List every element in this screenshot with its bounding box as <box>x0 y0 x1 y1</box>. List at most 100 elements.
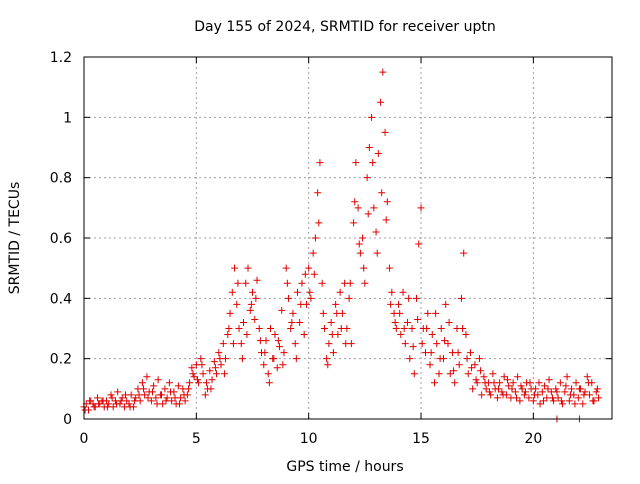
data-point <box>238 355 246 363</box>
data-point <box>266 325 274 332</box>
data-point <box>532 385 540 393</box>
data-point <box>306 288 314 296</box>
data-point <box>154 376 162 384</box>
data-point <box>575 385 583 393</box>
data-point <box>472 376 480 384</box>
data-point <box>486 388 494 396</box>
data-point <box>379 68 387 76</box>
data-point <box>356 249 364 257</box>
data-point <box>345 294 353 302</box>
data-point <box>271 331 279 339</box>
data-point <box>535 379 543 387</box>
data-point <box>401 340 409 348</box>
data-point <box>226 309 234 317</box>
data-point <box>395 300 403 308</box>
data-point <box>499 391 507 399</box>
data-point <box>460 249 468 257</box>
data-point <box>93 394 101 402</box>
data-point <box>228 288 236 296</box>
data-point <box>595 394 603 402</box>
data-point <box>346 279 354 287</box>
data-point <box>381 128 389 136</box>
data-point <box>459 325 467 332</box>
data-point <box>363 174 371 182</box>
data-point <box>81 406 89 414</box>
data-point <box>374 150 382 158</box>
data-point <box>377 98 385 106</box>
data-point <box>147 397 155 405</box>
data-point <box>301 270 309 278</box>
data-point <box>468 364 476 372</box>
x-tick-label: 10 <box>300 431 318 447</box>
data-point <box>328 331 336 339</box>
data-point <box>231 264 239 272</box>
data-point <box>197 355 205 363</box>
data-point <box>581 388 589 396</box>
data-point <box>332 300 340 308</box>
data-point <box>368 113 376 121</box>
data-point <box>315 219 323 227</box>
data-point <box>350 219 358 227</box>
data-point <box>509 379 517 387</box>
data-point <box>201 391 209 399</box>
data-point <box>206 367 214 375</box>
data-point <box>171 394 179 402</box>
data-point <box>580 391 588 399</box>
data-point <box>396 309 404 317</box>
data-point <box>180 391 188 399</box>
data-point <box>369 159 377 167</box>
data-point <box>539 397 547 405</box>
data-point <box>311 234 319 242</box>
data-point <box>190 373 198 381</box>
data-point <box>545 376 553 384</box>
data-point <box>571 400 579 408</box>
data-point <box>283 279 291 287</box>
data-point <box>397 331 405 339</box>
data-point <box>565 397 573 405</box>
data-point <box>251 315 259 323</box>
data-point <box>144 394 152 402</box>
data-point <box>104 403 112 411</box>
data-point <box>372 228 380 236</box>
data-point <box>418 340 426 348</box>
data-point <box>386 264 394 272</box>
data-point <box>455 361 463 369</box>
data-point <box>217 361 225 369</box>
y-tick-label: 1.2 <box>50 50 72 66</box>
data-point <box>444 340 452 348</box>
data-point <box>189 370 197 378</box>
data-point <box>437 325 445 332</box>
data-point <box>135 391 143 399</box>
data-point <box>431 379 439 387</box>
data-point <box>589 397 597 405</box>
data-point <box>553 388 561 396</box>
data-point <box>265 379 273 387</box>
data-point <box>181 397 189 405</box>
y-tick-label: 1 <box>63 110 72 126</box>
data-point <box>361 279 369 287</box>
data-point <box>513 394 521 402</box>
data-point <box>105 400 113 408</box>
data-point <box>462 331 470 339</box>
data-point <box>441 337 449 345</box>
data-point <box>118 394 126 402</box>
data-point <box>566 391 574 399</box>
data-point <box>514 373 522 381</box>
data-point <box>563 373 571 381</box>
data-point <box>113 400 121 408</box>
data-point <box>481 379 489 387</box>
data-point <box>574 394 582 402</box>
data-point <box>202 379 210 387</box>
data-point <box>445 318 453 326</box>
data-point <box>261 349 269 357</box>
data-point <box>446 370 454 378</box>
data-point <box>233 300 241 308</box>
data-point <box>199 370 207 378</box>
data-point <box>244 264 252 272</box>
data-point <box>327 318 335 326</box>
data-point <box>253 276 261 284</box>
data-point <box>400 325 408 332</box>
data-point <box>559 400 567 408</box>
data-point <box>466 349 474 357</box>
